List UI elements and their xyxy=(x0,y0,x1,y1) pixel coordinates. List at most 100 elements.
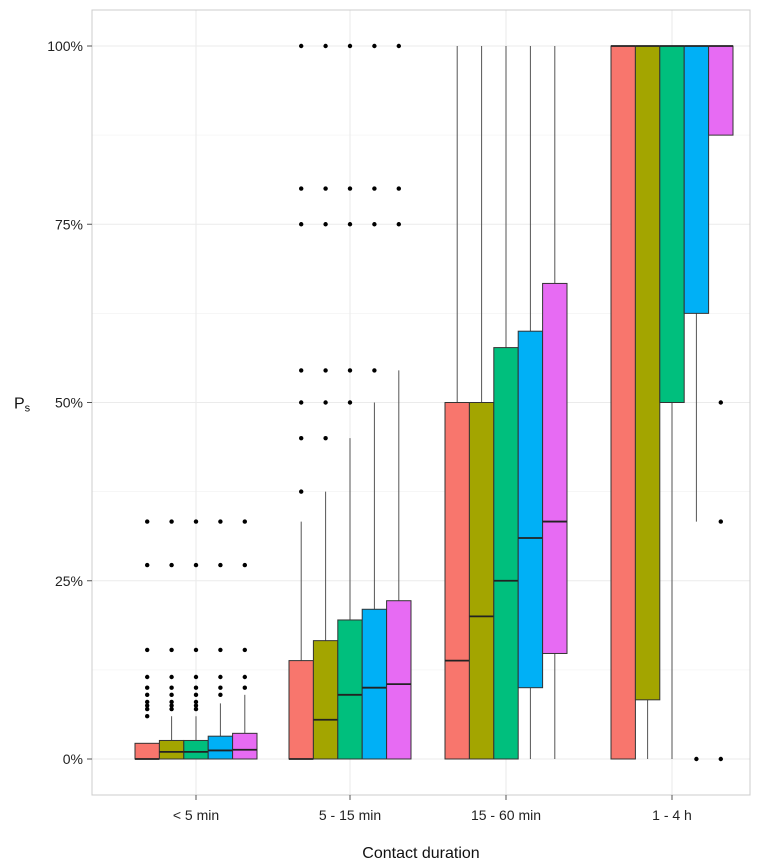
box-group-2 xyxy=(444,46,568,760)
box-rect xyxy=(610,45,636,760)
outlier-point xyxy=(372,43,377,49)
outlier-point xyxy=(242,562,247,568)
y-tick-label: 75% xyxy=(55,216,83,232)
outlier-point xyxy=(323,368,328,373)
box-rect xyxy=(158,739,185,760)
outlier-point xyxy=(323,43,328,49)
outlier-point xyxy=(242,519,247,524)
outlier-point xyxy=(169,699,174,705)
y-tick-label: 25% xyxy=(55,573,83,589)
y-tick-label: 0% xyxy=(63,751,83,767)
x-tick-label: < 5 min xyxy=(173,807,219,823)
outlier-point xyxy=(218,692,223,698)
outlier-point xyxy=(193,519,199,524)
outlier-point xyxy=(347,186,353,191)
box-group-1 xyxy=(288,43,412,760)
box-rect xyxy=(444,402,470,760)
outlier-point xyxy=(323,186,328,191)
outlier-point xyxy=(347,43,353,49)
outlier-point xyxy=(396,186,401,191)
y-tick-label: 100% xyxy=(47,38,83,54)
outlier-point xyxy=(218,674,223,680)
outlier-point xyxy=(193,647,199,653)
box-rect xyxy=(683,45,710,314)
box-3-1 xyxy=(634,45,661,759)
outlier-point xyxy=(218,647,223,653)
box-3-0 xyxy=(610,45,636,760)
outlier-point xyxy=(169,562,174,568)
box-rect xyxy=(517,330,544,689)
outlier-point xyxy=(145,647,150,653)
outlier-point xyxy=(242,647,247,653)
outlier-point xyxy=(299,43,304,49)
box-1-0 xyxy=(288,43,314,760)
y-axis-title-subscript: s xyxy=(25,403,31,415)
outlier-point xyxy=(193,692,199,698)
outlier-point xyxy=(193,699,199,705)
outlier-point xyxy=(145,706,150,712)
outlier-point xyxy=(718,756,723,762)
box-2-2 xyxy=(493,46,519,760)
outlier-point xyxy=(145,685,150,690)
box-rect xyxy=(708,45,734,136)
box-rect xyxy=(493,347,519,760)
box-2-3 xyxy=(517,46,544,759)
outlier-point xyxy=(193,674,199,680)
outlier-point xyxy=(718,400,723,405)
outlier-point xyxy=(396,222,401,227)
box-group-0 xyxy=(134,519,258,760)
outlier-point xyxy=(694,756,699,762)
outlier-point xyxy=(169,519,174,524)
outlier-point xyxy=(145,692,150,698)
x-tick-label: 15 - 60 min xyxy=(471,807,541,823)
box-0-0 xyxy=(134,519,160,760)
outlier-point xyxy=(323,400,328,405)
box-rect xyxy=(386,600,412,760)
outlier-point xyxy=(193,706,199,712)
outlier-point xyxy=(347,368,353,373)
outlier-point xyxy=(372,186,377,191)
box-0-2 xyxy=(183,519,209,760)
box-rect xyxy=(312,640,339,760)
outlier-point xyxy=(169,674,174,680)
outlier-point xyxy=(218,562,223,568)
box-2-1 xyxy=(468,46,495,760)
box-rect xyxy=(361,608,388,760)
outlier-point xyxy=(299,368,304,373)
outlier-point xyxy=(169,692,174,698)
box-rect xyxy=(232,732,258,760)
outlier-point xyxy=(218,685,223,690)
box-0-4 xyxy=(232,519,258,760)
outlier-point xyxy=(145,703,150,708)
outlier-point xyxy=(193,685,199,690)
outlier-point xyxy=(145,674,150,680)
box-2-4 xyxy=(542,46,568,759)
box-0-3 xyxy=(207,519,234,760)
box-2-0 xyxy=(444,46,470,760)
box-1-3 xyxy=(361,43,388,760)
box-rect xyxy=(468,402,495,760)
outlier-point xyxy=(193,703,199,708)
outlier-point xyxy=(372,222,377,227)
outlier-point xyxy=(323,222,328,227)
x-tick-label: 1 - 4 h xyxy=(652,807,692,823)
box-rect xyxy=(183,739,209,760)
outlier-point xyxy=(193,562,199,568)
box-rect xyxy=(659,45,685,403)
box-rect xyxy=(634,45,661,701)
box-1-4 xyxy=(386,43,412,760)
box-1-1 xyxy=(312,43,339,760)
outlier-point xyxy=(299,489,304,494)
y-axis-title: Ps xyxy=(14,396,31,415)
outlier-point xyxy=(169,703,174,708)
box-3-4 xyxy=(708,45,734,762)
y-tick-label: 50% xyxy=(55,395,83,411)
outlier-point xyxy=(347,222,353,227)
outlier-point xyxy=(145,714,150,719)
outlier-point xyxy=(718,519,723,524)
outlier-point xyxy=(299,400,304,405)
outlier-point xyxy=(299,435,304,441)
axes: 0% 25% 50% 75% 100% < 5 min 5 - 15 min 15 - 60 … xyxy=(47,38,692,823)
outlier-point xyxy=(169,706,174,712)
box-3-3 xyxy=(683,45,710,762)
